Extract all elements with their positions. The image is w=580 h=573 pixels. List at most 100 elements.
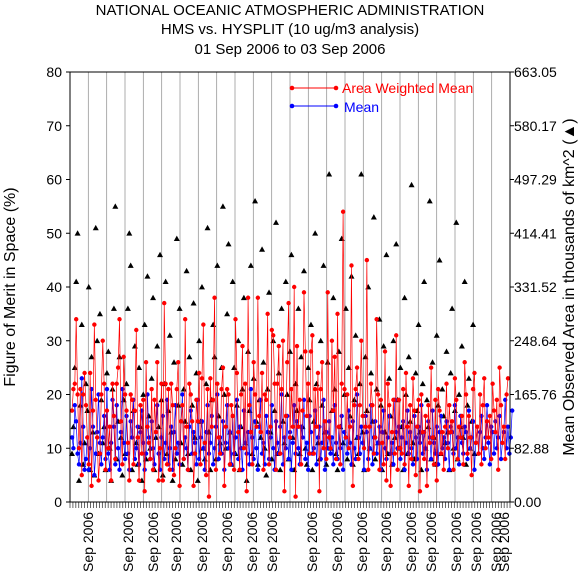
y-tick-label: 40 — [46, 279, 62, 295]
area-weighted-mean-point — [305, 381, 311, 386]
area-marker — [280, 418, 287, 424]
area-weighted-mean-point — [278, 451, 283, 456]
area-weighted-mean-point — [136, 478, 142, 483]
mean-point — [155, 403, 160, 408]
area-weighted-mean-point — [122, 392, 128, 397]
area-weighted-mean-point — [79, 472, 84, 478]
mean-point — [99, 462, 104, 467]
area-weighted-mean-point — [325, 290, 330, 295]
area-weighted-mean-point — [135, 435, 140, 440]
y-tick-label: 70 — [46, 118, 62, 134]
area-weighted-mean-point — [227, 462, 233, 467]
mean-point — [104, 386, 110, 392]
mean-point — [314, 462, 319, 467]
area-marker — [383, 251, 390, 258]
area-weighted-mean-point — [484, 419, 490, 424]
area-marker — [140, 391, 147, 397]
area-weighted-mean-point — [89, 483, 94, 489]
area-marker — [344, 456, 351, 462]
mean-point — [498, 456, 504, 462]
area-marker — [419, 380, 426, 387]
area-marker — [157, 251, 164, 258]
area-weighted-mean-point — [505, 376, 511, 381]
area-marker — [324, 359, 331, 365]
area-weighted-mean-point — [163, 381, 168, 386]
area-weighted-mean-point — [146, 440, 152, 446]
mean-point — [101, 413, 107, 419]
area-weighted-mean-point — [243, 381, 248, 386]
area-weighted-mean-point — [230, 413, 235, 419]
area-weighted-mean-point — [454, 397, 459, 403]
mean-point — [350, 419, 356, 424]
area-weighted-mean-point — [466, 413, 472, 419]
area-weighted-mean-point — [412, 408, 417, 413]
area-weighted-mean-point — [101, 381, 107, 386]
area-marker — [264, 386, 271, 392]
area-weighted-mean-point — [360, 413, 365, 419]
mean-point — [203, 429, 209, 435]
area-weighted-mean-point — [371, 451, 377, 456]
area-marker — [259, 246, 266, 252]
area-marker — [214, 262, 221, 268]
area-weighted-mean-point — [486, 435, 491, 440]
area-weighted-mean-point — [182, 317, 188, 322]
mean-point — [300, 435, 305, 440]
area-weighted-mean-point — [241, 446, 247, 451]
area-marker — [183, 267, 190, 274]
area-weighted-mean-point — [382, 349, 388, 354]
area-weighted-mean-point — [198, 462, 203, 467]
y-tick-label: 20 — [46, 387, 62, 403]
area-marker — [352, 332, 359, 338]
area-weighted-mean-point — [461, 462, 466, 467]
area-marker — [429, 359, 436, 365]
area-weighted-mean-point — [384, 478, 389, 483]
y-tick-label: 10 — [46, 440, 62, 456]
area-marker — [204, 224, 211, 231]
y-axis-title: Figure of Merit in Space (%) — [2, 187, 19, 386]
mean-point — [174, 451, 180, 456]
mean-point — [456, 462, 462, 467]
area-marker — [186, 353, 193, 360]
area-marker — [300, 267, 307, 274]
mean-point — [489, 424, 494, 429]
mean-point — [201, 446, 206, 451]
area-weighted-mean-point — [433, 397, 438, 403]
area-marker — [166, 332, 173, 338]
area-marker — [319, 402, 326, 408]
mean-point — [507, 451, 512, 456]
y2-tick-label: 165.76 — [514, 387, 557, 403]
mean-point — [128, 419, 133, 424]
area-marker — [370, 214, 377, 220]
area-marker — [363, 407, 370, 414]
area-weighted-mean-point — [359, 338, 364, 343]
area-weighted-mean-point — [398, 446, 403, 451]
area-marker — [447, 370, 454, 376]
area-weighted-mean-point — [361, 446, 367, 451]
area-weighted-mean-point — [223, 424, 228, 429]
area-marker — [312, 230, 319, 236]
area-weighted-mean-point — [261, 467, 266, 472]
area-marker — [405, 353, 412, 360]
x-tick-label: Sep 2006 — [354, 512, 370, 572]
mean-point — [208, 440, 213, 446]
area-weighted-mean-point — [338, 462, 343, 467]
area-weighted-mean-point — [352, 403, 357, 408]
area-marker — [74, 230, 81, 236]
mean-point — [121, 440, 126, 446]
area-weighted-mean-point — [209, 424, 214, 429]
area-weighted-mean-point — [276, 343, 282, 349]
mean-point — [339, 413, 344, 419]
area-weighted-mean-point — [354, 365, 360, 370]
area-weighted-mean-point — [482, 376, 487, 381]
area-weighted-mean-point — [437, 408, 442, 413]
area-weighted-mean-point — [271, 333, 276, 338]
area-weighted-mean-point — [215, 381, 220, 386]
area-marker — [334, 466, 341, 473]
mean-point — [72, 403, 77, 408]
area-weighted-mean-point — [125, 440, 131, 446]
legend-awm-dot — [333, 85, 339, 91]
area-marker — [194, 477, 201, 483]
area-marker — [119, 472, 126, 478]
area-weighted-mean-point — [187, 381, 192, 386]
area-weighted-mean-point — [206, 494, 212, 499]
